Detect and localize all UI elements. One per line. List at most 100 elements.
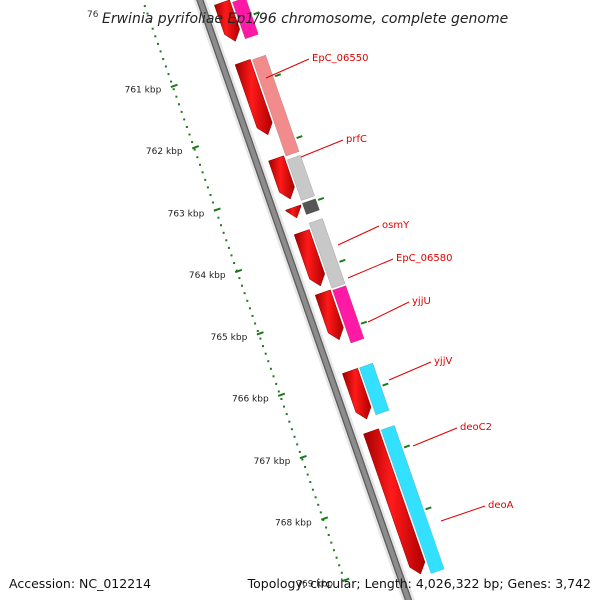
ruler-dot xyxy=(298,450,301,453)
feature-bar-magenta xyxy=(332,285,365,344)
ruler-dot xyxy=(267,360,270,363)
ruler-dot xyxy=(314,496,317,499)
ruler-dot xyxy=(335,556,338,559)
ruler-dot xyxy=(188,133,191,136)
leader-line xyxy=(367,301,410,323)
ruler-tick-label: 764 kbp xyxy=(189,271,226,281)
ruler-dot xyxy=(285,413,288,416)
cds-arrow xyxy=(214,0,240,42)
ruler-dot xyxy=(183,118,186,121)
ruler-dot xyxy=(296,443,299,446)
ruler-dot xyxy=(180,110,183,113)
ruler-tick-label: 767 kbp xyxy=(254,457,291,467)
leader-line xyxy=(347,258,394,279)
ruler-dot xyxy=(269,367,272,370)
gene-label[interactable]: yjjU xyxy=(412,296,431,307)
feature-bar-cyan xyxy=(359,362,390,416)
ruler-dot xyxy=(275,382,278,385)
ruler-dot xyxy=(330,541,333,544)
leader-line xyxy=(388,361,432,381)
ruler-dot xyxy=(309,481,312,484)
ruler-dot xyxy=(222,231,225,234)
backbone-line xyxy=(197,0,411,600)
track-tick xyxy=(425,506,432,511)
topology-text: Topology: circular; Length: 4,026,322 bp… xyxy=(247,576,591,591)
track-tick xyxy=(274,73,282,78)
gene-label[interactable]: yjjV xyxy=(434,356,452,367)
ruler-dot xyxy=(214,209,217,212)
ruler-dot xyxy=(254,322,257,325)
gene-label[interactable]: osmY xyxy=(382,220,410,231)
ruler-dot xyxy=(230,254,233,257)
ruler-tick xyxy=(320,516,329,521)
ruler-dot xyxy=(277,390,280,393)
ruler-dot xyxy=(327,534,330,536)
ruler-dot xyxy=(338,564,341,567)
ruler-tick-label: 769 kbp xyxy=(296,580,333,590)
ruler-dot xyxy=(178,103,180,106)
ruler-ticks: 761 kbp 762 kbp 763 kbp 764 kbp 765 kbp 766 k… xyxy=(125,11,432,590)
feature-bar-salmon xyxy=(252,54,300,157)
ruler-dot xyxy=(146,12,149,15)
ruler-dot xyxy=(164,65,167,68)
ruler-tick xyxy=(234,268,243,274)
ruler-dot xyxy=(272,375,275,378)
ruler-dot xyxy=(280,398,283,400)
genome-title: Erwinia pyrifoliae Ep1/96 chromosome, co… xyxy=(102,11,508,27)
gene-label[interactable]: EpC_06550 xyxy=(312,53,368,64)
ruler-dot xyxy=(220,224,222,227)
ruler-tick-label: 762 kbp xyxy=(146,147,183,157)
ruler-dot xyxy=(301,458,304,461)
cds-arrow xyxy=(268,155,295,200)
ruler-dot xyxy=(204,178,207,181)
cds-arrow xyxy=(363,428,426,575)
gene-label[interactable]: deoC2 xyxy=(460,422,492,433)
ruler-dot xyxy=(206,186,209,189)
gene-label[interactable]: deoA xyxy=(488,500,514,511)
ruler-dot xyxy=(191,141,194,144)
leader-line xyxy=(265,58,310,79)
ruler-tick-label: 765 kbp xyxy=(211,333,248,343)
leader-line xyxy=(440,505,486,522)
ruler-dot xyxy=(259,337,262,340)
ruler-dot xyxy=(172,88,175,91)
ruler-dot xyxy=(264,352,267,355)
feature-bar-gray xyxy=(308,218,346,289)
ruler-tick xyxy=(191,145,200,150)
ruler-dot xyxy=(238,277,241,280)
ruler-dot xyxy=(288,420,291,423)
ruler-dot xyxy=(233,262,236,264)
ruler-dot xyxy=(241,284,243,287)
cds-arrow xyxy=(234,59,273,136)
ruler-tick-label: 763 kbp xyxy=(168,209,205,219)
ruler-dot xyxy=(175,95,178,98)
ruler-dot xyxy=(262,345,264,348)
leader-line xyxy=(337,225,380,246)
ruler-dot xyxy=(311,488,314,491)
ruler-dot xyxy=(304,466,307,468)
ruler-dot xyxy=(151,27,154,30)
ruler-dot xyxy=(256,330,259,332)
cds-arrow xyxy=(285,204,302,219)
ruler-dot xyxy=(193,148,196,151)
track-tick xyxy=(339,258,346,263)
track-tick xyxy=(403,444,411,449)
ruler-dot xyxy=(201,171,204,174)
ruler-dot xyxy=(322,518,325,521)
accession-text: Accession: NC_012214 xyxy=(9,576,152,591)
gene-labels: EpC_06550 prfC osmY EpC_06580 yjjU yjjV deoC2 d… xyxy=(312,53,514,511)
ruler-dot xyxy=(154,35,157,38)
ruler-dot xyxy=(332,549,335,552)
ruler-dot xyxy=(306,473,309,476)
track-tick xyxy=(253,11,260,16)
feature-bar-magenta xyxy=(232,0,259,40)
ruler-dot xyxy=(225,239,228,242)
ruler-dot xyxy=(283,405,285,408)
gene-label[interactable]: EpC_06580 xyxy=(396,253,452,264)
gene-label[interactable]: prfC xyxy=(346,134,367,145)
label-leader-lines xyxy=(265,58,486,522)
ruler-dot xyxy=(167,73,170,76)
ruler-dot xyxy=(317,503,320,506)
ruler-tick-label: 768 kbp xyxy=(275,518,312,528)
